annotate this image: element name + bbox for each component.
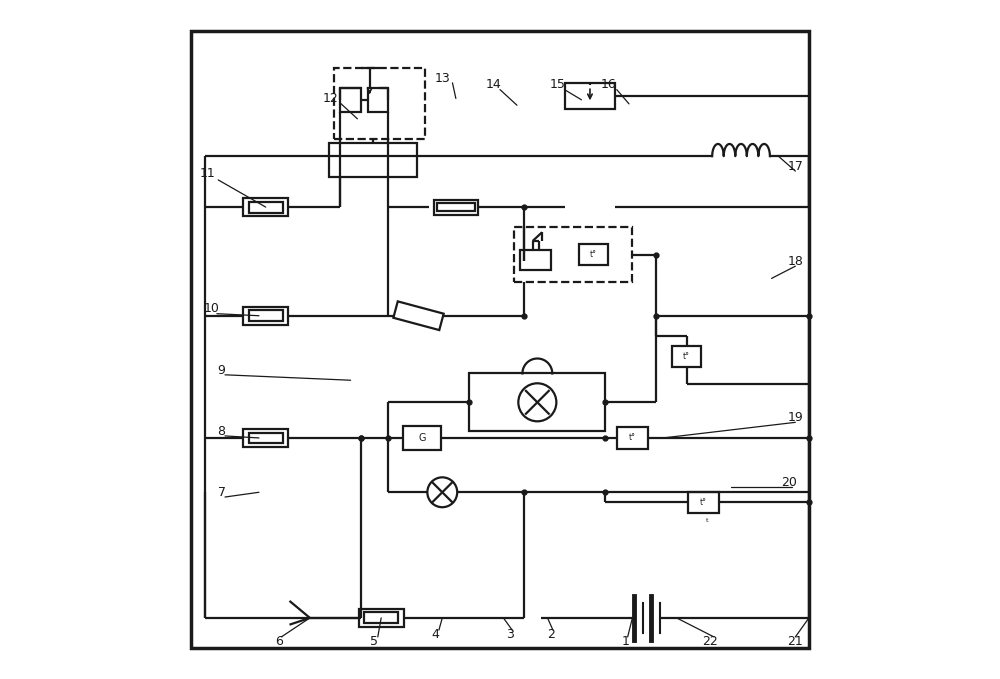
Text: 14: 14 <box>485 78 501 92</box>
Text: 2: 2 <box>547 628 555 642</box>
Text: 20: 20 <box>781 475 797 489</box>
Bar <box>243 198 288 216</box>
Text: 18: 18 <box>787 255 803 268</box>
Text: 15: 15 <box>550 78 566 92</box>
Bar <box>520 250 551 270</box>
Bar <box>565 83 615 109</box>
Text: G: G <box>418 433 426 443</box>
Bar <box>359 609 404 627</box>
Circle shape <box>427 477 457 507</box>
Bar <box>403 426 441 450</box>
Text: 1: 1 <box>622 635 630 648</box>
Text: 4: 4 <box>432 628 439 642</box>
Text: 11: 11 <box>200 166 216 180</box>
Bar <box>434 200 478 215</box>
Bar <box>469 373 605 431</box>
Bar <box>437 203 475 211</box>
Text: 3: 3 <box>506 628 514 642</box>
Text: 10: 10 <box>203 302 219 316</box>
Text: 13: 13 <box>434 71 450 85</box>
Text: 21: 21 <box>787 635 803 648</box>
Bar <box>334 68 425 139</box>
Bar <box>249 433 283 443</box>
Bar <box>364 612 398 623</box>
Text: 8: 8 <box>218 424 226 438</box>
Text: t°: t° <box>683 352 690 361</box>
Text: 6: 6 <box>275 635 283 648</box>
Bar <box>243 307 288 325</box>
Text: t°: t° <box>700 498 707 507</box>
Bar <box>243 429 288 447</box>
Text: 5: 5 <box>370 635 378 648</box>
Text: 17: 17 <box>787 160 803 173</box>
Bar <box>579 244 608 265</box>
Text: t°: t° <box>590 250 597 259</box>
Text: 19: 19 <box>787 411 803 424</box>
Bar <box>688 492 719 513</box>
Bar <box>672 346 701 367</box>
Bar <box>393 301 444 330</box>
Bar <box>340 88 361 112</box>
Text: t°: t° <box>629 433 636 443</box>
Circle shape <box>518 383 556 421</box>
Bar <box>249 202 283 213</box>
Bar <box>617 427 648 449</box>
Text: 9: 9 <box>218 363 226 377</box>
Text: 22: 22 <box>703 635 718 648</box>
Text: 7: 7 <box>218 485 226 499</box>
Bar <box>249 310 283 321</box>
Bar <box>514 227 632 282</box>
Text: t: t <box>706 517 708 523</box>
Bar <box>329 143 417 177</box>
Text: 12: 12 <box>322 92 338 105</box>
Bar <box>368 88 388 112</box>
Text: 16: 16 <box>601 78 617 92</box>
